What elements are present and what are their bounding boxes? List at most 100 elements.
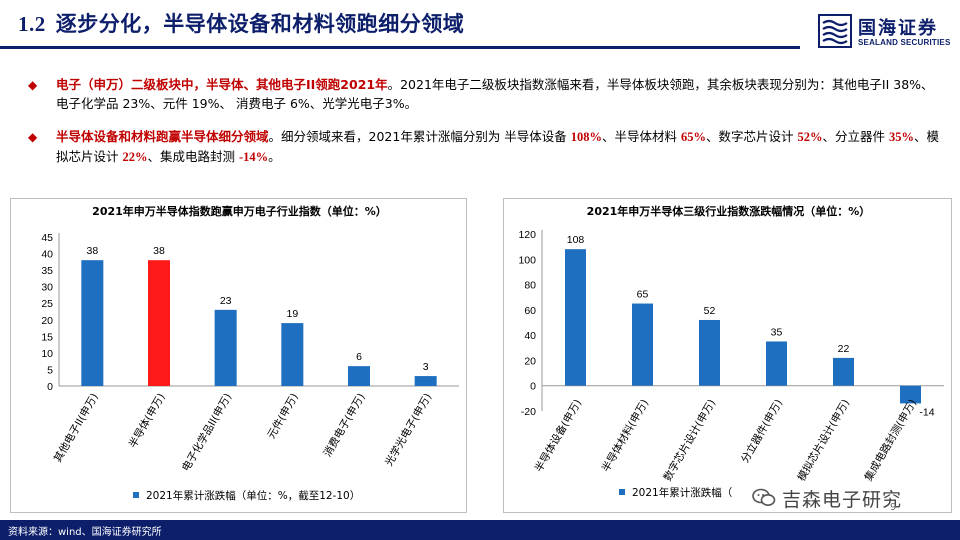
wechat-watermark: 吉森电子研究 xyxy=(752,484,902,512)
y-tick-label: 10 xyxy=(41,348,53,360)
bar xyxy=(414,376,437,386)
bar xyxy=(699,319,720,386)
section-number: 1.2 xyxy=(18,12,46,36)
y-tick-label: 35 xyxy=(41,265,53,277)
category-label: 分立器件(申万) xyxy=(738,397,785,465)
data-label: 65 xyxy=(637,289,649,301)
data-label: 52 xyxy=(704,305,716,317)
data-label: 35 xyxy=(771,326,783,338)
bullet-segment: -14% xyxy=(238,150,269,164)
data-label: 19 xyxy=(286,308,298,320)
watermark-text: 吉森电子研究 xyxy=(782,488,903,511)
data-label: -14 xyxy=(919,406,934,418)
y-tick-label: 60 xyxy=(524,305,536,317)
y-tick-label: 20 xyxy=(524,355,536,367)
bullet-segment: 、半导体材料 xyxy=(602,129,682,144)
bullet-electronics: ◆ 电子（申万）二级板块中，半导体、其他电子II领跑2021年。2021年电子二… xyxy=(26,75,946,113)
diamond-bullet-icon: ◆ xyxy=(28,78,38,92)
y-tick-label: -20 xyxy=(521,406,536,418)
bullet-segment: 52% xyxy=(797,130,823,144)
source-text: 资料来源：wind、国海证券研究所 xyxy=(8,527,162,538)
category-label: 半导体(申万) xyxy=(126,391,168,450)
bullet-segment: 35% xyxy=(888,130,914,144)
bullet-text: 半导体设备和材料跑赢半导体细分领域。细分领域来看，2021年累计涨幅分别为 半导… xyxy=(56,129,939,164)
bullet-segment: 22% xyxy=(122,150,148,164)
data-label: 38 xyxy=(86,245,98,257)
data-label: 3 xyxy=(423,361,429,373)
summary-bullets: ◆ 电子（申万）二级板块中，半导体、其他电子II领跑2021年。2021年电子二… xyxy=(26,75,946,181)
bullet-segment: 。细分领域来看，2021年累计涨幅分别为 半导体设备 xyxy=(268,129,571,144)
category-label: 数字芯片设计(申万) xyxy=(661,397,718,483)
page-title: 1.2 逐步分化，半导体设备和材料领跑细分领域 xyxy=(18,8,464,38)
sealand-logo-icon xyxy=(818,14,852,48)
legend-label: 2021年累计涨跌幅（ xyxy=(632,486,732,499)
logo-name-cn: 国海证券 xyxy=(858,18,938,39)
bar xyxy=(81,260,104,386)
chart-title: 2021年申万半导体三级行业指数涨跌幅情况（单位：%） xyxy=(587,204,871,218)
data-label: 38 xyxy=(153,245,165,257)
y-tick-label: 40 xyxy=(524,330,536,342)
bar xyxy=(900,385,921,404)
data-label: 108 xyxy=(567,234,585,246)
chart-title: 2021年申万半导体指数跑赢申万电子行业指数（单位：%） xyxy=(92,204,387,218)
bullet-text: 电子（申万）二级板块中，半导体、其他电子II领跑2021年。2021年电子二级板… xyxy=(56,77,934,111)
data-label: 23 xyxy=(220,295,232,307)
bar xyxy=(281,323,304,386)
bar xyxy=(565,249,586,386)
category-label: 模拟芯片设计(申万) xyxy=(795,397,852,483)
category-label: 其他电子II(申万) xyxy=(51,391,101,465)
legend-label: 2021年累计涨跌幅（单位：%，截至12-10） xyxy=(146,489,360,502)
bullet-segment: 、集成电路封测 xyxy=(147,149,239,164)
data-label: 22 xyxy=(838,343,850,355)
y-tick-label: 5 xyxy=(47,364,53,376)
category-label: 电子化学品II(申万) xyxy=(179,391,234,474)
bar xyxy=(348,366,370,386)
bullet-segment: 108% xyxy=(570,130,603,144)
company-logo: 国海证券 SEALAND SECURITIES xyxy=(816,12,956,52)
bar xyxy=(833,357,854,386)
y-tick-label: 15 xyxy=(41,331,53,343)
y-tick-label: 120 xyxy=(518,229,536,241)
category-label: 元件(申万) xyxy=(265,391,301,441)
y-tick-label: 45 xyxy=(41,232,53,244)
wechat-icon xyxy=(752,488,776,506)
chart-panel-semiconductor: 2021年申万半导体三级行业指数涨跌幅情况（单位：%） -20 0 20 40 60 80 1… xyxy=(503,198,952,513)
category-label: 集成电路封测(申万) xyxy=(862,397,919,483)
y-tick-label: 0 xyxy=(530,381,536,393)
bullet-segment: 。2021年电子二级板块指数涨幅来看，半导体板块领跑，其余板块表现分别为：其他电… xyxy=(56,77,934,111)
page-number: 9 xyxy=(890,502,897,513)
y-tick-label: 20 xyxy=(41,315,53,327)
bullet-segment: 、模拟芯片设计 xyxy=(56,129,939,164)
source-bar: 资料来源：wind、国海证券研究所 xyxy=(0,520,960,540)
category-label: 光学光电子(申万) xyxy=(382,391,434,468)
bullet-segment: 半导体设备和材料跑赢半导体细分领域 xyxy=(56,129,269,144)
y-tick-label: 40 xyxy=(41,249,53,261)
legend-swatch xyxy=(133,492,139,498)
bullet-segment: 65% xyxy=(681,130,707,144)
data-label: 6 xyxy=(356,351,362,363)
bar xyxy=(214,309,237,386)
semiconductor-subindex-chart: 2021年申万半导体三级行业指数涨跌幅情况（单位：%） -20 0 20 40 60 80 1… xyxy=(518,204,944,499)
category-label: 消费电子(申万) xyxy=(321,391,368,459)
category-label: 半导体设备(申万) xyxy=(532,397,584,474)
legend-swatch xyxy=(619,489,625,495)
diamond-bullet-icon: ◆ xyxy=(28,130,38,144)
bullet-segment: 、数字芯片设计 xyxy=(706,129,798,144)
y-tick-label: 80 xyxy=(524,280,536,292)
bar xyxy=(148,260,170,386)
bar xyxy=(766,341,787,386)
title-text: 逐步分化，半导体设备和材料领跑细分领域 xyxy=(55,12,465,36)
bullet-segment: 、分立器件 xyxy=(822,129,889,144)
electronics-index-chart: 2021年申万半导体指数跑赢申万电子行业指数（单位：%） 0 5 10 15 20 25 30… xyxy=(41,204,459,502)
category-label: 半导体材料(申万) xyxy=(599,397,651,474)
y-tick-label: 25 xyxy=(41,298,53,310)
chart-panel-electronics: 2021年申万半导体指数跑赢申万电子行业指数（单位：%） 0 5 10 15 20 25 30… xyxy=(10,198,467,513)
y-tick-label: 0 xyxy=(47,381,53,393)
logo-name-en: SEALAND SECURITIES xyxy=(858,38,951,47)
bullet-segment: 。 xyxy=(268,149,281,164)
y-tick-label: 100 xyxy=(518,254,536,266)
bullet-semiconductor: ◆ 半导体设备和材料跑赢半导体细分领域。细分领域来看，2021年累计涨幅分别为 … xyxy=(26,127,946,167)
y-tick-label: 30 xyxy=(41,282,53,294)
title-rule xyxy=(0,46,800,49)
bullet-segment: 电子（申万）二级板块中，半导体、其他电子II领跑2021年 xyxy=(56,77,388,92)
